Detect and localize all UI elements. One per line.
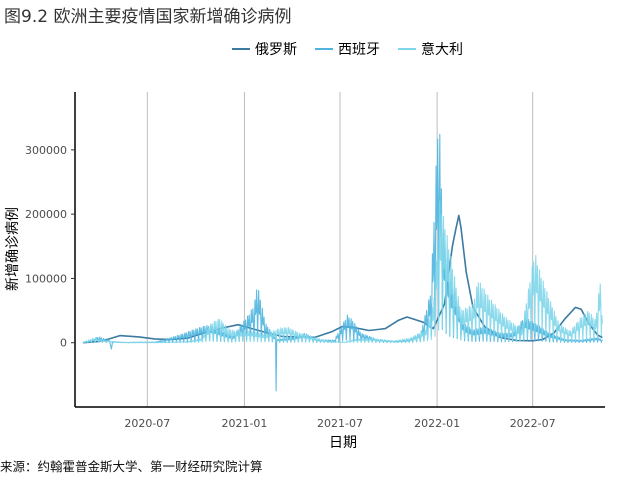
x-axis-title: 日期: [329, 435, 357, 451]
legend-label: 俄罗斯: [255, 42, 297, 58]
x-tick-label: 2021-01: [221, 417, 267, 430]
grid-lines: [146, 92, 534, 407]
y-tick-label: 200000: [25, 208, 67, 221]
y-tick-label: 300000: [25, 144, 67, 157]
legend: 俄罗斯 西班牙 意大利: [232, 41, 463, 58]
x-tick-label: 2021-07: [317, 417, 363, 430]
plot-area: [82, 133, 603, 392]
x-tick-label: 2022-07: [510, 417, 556, 430]
y-tick-labels: 0 100000 200000 300000: [25, 144, 75, 350]
series-line-0: [82, 214, 603, 344]
x-tick-labels: 2020-07 2021-01 2021-07 2022-01 2022-07: [124, 417, 555, 430]
figure-title: 图9.2 欧洲主要疫情国家新增确诊病例: [4, 7, 292, 27]
x-tick-label: 2022-01: [414, 417, 460, 430]
legend-label: 意大利: [421, 41, 463, 58]
series-line-2: [82, 200, 603, 344]
y-tick-label: 0: [60, 337, 67, 350]
figure-source: 来源：约翰霍普金斯大学、第一财经研究院计算: [0, 459, 263, 474]
y-tick-label: 100000: [25, 272, 67, 285]
x-tick-label: 2020-07: [124, 417, 170, 430]
axes: [74, 92, 605, 408]
series-line-1: [82, 133, 603, 392]
legend-label: 西班牙: [338, 42, 380, 58]
y-axis-title: 新增确诊病例: [5, 207, 21, 291]
